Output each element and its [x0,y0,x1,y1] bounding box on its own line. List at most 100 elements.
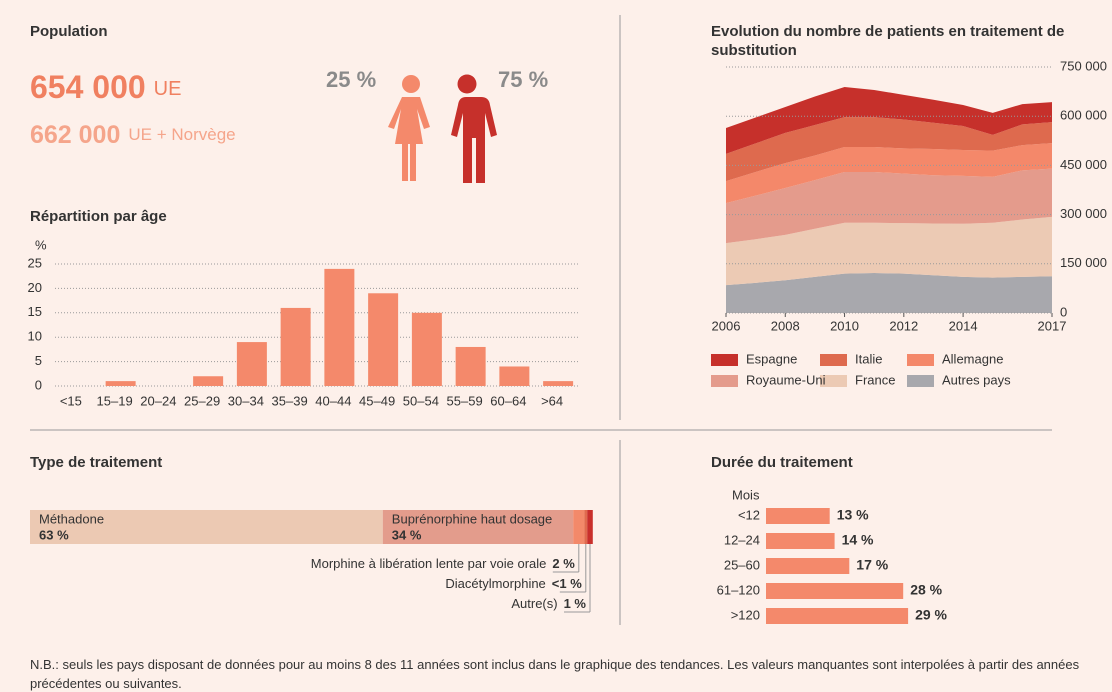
x-tick-label: 2017 [1038,318,1067,333]
value-label: 28 % [910,582,942,598]
x-tick-label: >64 [541,393,563,408]
x-tick-label: 2012 [889,318,918,333]
legend-label: Royaume-Uni [746,372,826,387]
area [726,87,1052,154]
callout: Diacétylmorphine <1 % [445,576,582,591]
bar [193,376,224,386]
legend-swatch [711,375,738,387]
legend-label: France [855,372,895,387]
x-tick-label: 30–34 [228,393,264,408]
y-tick-label: 600 000 [1060,108,1107,123]
legend-label: Italie [855,351,882,366]
female-share: 25 % [326,67,376,92]
chart-title: Durée du traitement [711,454,853,471]
female-icon [388,75,430,181]
x-tick-label: 15–19 [97,393,133,408]
value-label: 29 % [915,607,947,623]
bar-segment [30,510,383,544]
x-tick-label: 25–29 [184,393,220,408]
label: UE + Norvège [128,125,235,144]
legend-label: Autres pays [942,372,1011,387]
bar [499,366,530,386]
x-tick-label: 2006 [712,318,741,333]
area [726,117,1052,182]
x-tick-label: 55–59 [447,393,483,408]
y-tick-label: 10 [28,329,42,344]
callout-name: Autre(s) [511,596,557,611]
callout-value: 2 % [552,556,575,571]
area [726,143,1052,204]
population-eu: 654 000 UE [30,69,181,105]
population-eu-no: 662 000 UE + Norvège [30,121,236,149]
x-tick-label: 20–24 [140,393,176,408]
y-tick-label: 61–120 [717,582,760,597]
segment-label: Méthadone [39,511,104,526]
legend-swatch [907,354,934,366]
y-axis-label: % [35,237,47,252]
bar [766,558,850,574]
y-tick-label: <12 [738,507,760,522]
segment-value: 63 % [39,527,69,542]
count: 654 000 [30,69,146,105]
y-tick-label: 450 000 [1060,157,1107,172]
bar [766,508,830,524]
chart-title: Evolution du nombre de patients en trait… [711,23,1065,59]
y-tick-label: 12–24 [724,532,760,547]
bar [411,312,442,386]
bar-segment [573,510,585,544]
count: 662 000 [30,121,120,149]
callout: Autre(s) 1 % [511,596,586,611]
y-tick-label: 25–60 [724,557,760,572]
value-label: 17 % [856,557,888,573]
value-label: 13 % [837,507,869,523]
bar [766,608,909,624]
section-title: Population [30,23,108,40]
y-tick-label: 20 [28,280,42,295]
legend-swatch [820,375,847,387]
bar-segment [584,510,588,544]
x-tick-label: 45–49 [359,393,395,408]
x-tick-label: 40–44 [315,393,351,408]
y-tick-label: 150 000 [1060,255,1107,270]
value-label: 14 % [842,532,874,548]
y-tick-label: 0 [1060,304,1067,319]
legend-label: Allemagne [942,351,1003,366]
callout: Morphine à libération lente par voie ora… [311,556,575,571]
male-share: 75 % [498,67,548,92]
bar [105,381,136,386]
callout-name: Diacétylmorphine [445,576,545,591]
chart-title: Répartition par âge [30,208,167,225]
callout-value: 1 % [564,596,587,611]
bar-segment [382,510,574,544]
x-tick-label: 35–39 [272,393,308,408]
x-tick-label: 60–64 [490,393,526,408]
y-tick-label: 300 000 [1060,206,1107,221]
bar [324,268,355,386]
y-tick-label: >120 [731,607,760,622]
area [726,272,1052,313]
chart-title: Type de traitement [30,454,162,471]
y-tick-label: 0 [35,377,42,392]
bar [766,583,904,599]
x-tick-label: <15 [60,393,82,408]
segment-value: 34 % [392,527,422,542]
bar [455,346,486,386]
y-tick-label: 750 000 [1060,58,1107,73]
legend-swatch [820,354,847,366]
y-axis-label: Mois [732,487,760,502]
y-tick-label: 5 [35,353,42,368]
male-icon [451,74,497,183]
legend-label: Espagne [746,351,797,366]
label: UE [154,78,182,100]
x-tick-label: 2014 [949,318,978,333]
bar [543,381,574,386]
bar-segment [587,510,593,544]
bar [766,533,835,549]
bar [368,293,399,386]
legend-swatch [907,375,934,387]
y-tick-label: 15 [28,304,42,319]
callout-name: Morphine à libération lente par voie ora… [311,556,547,571]
x-tick-label: 50–54 [403,393,439,408]
